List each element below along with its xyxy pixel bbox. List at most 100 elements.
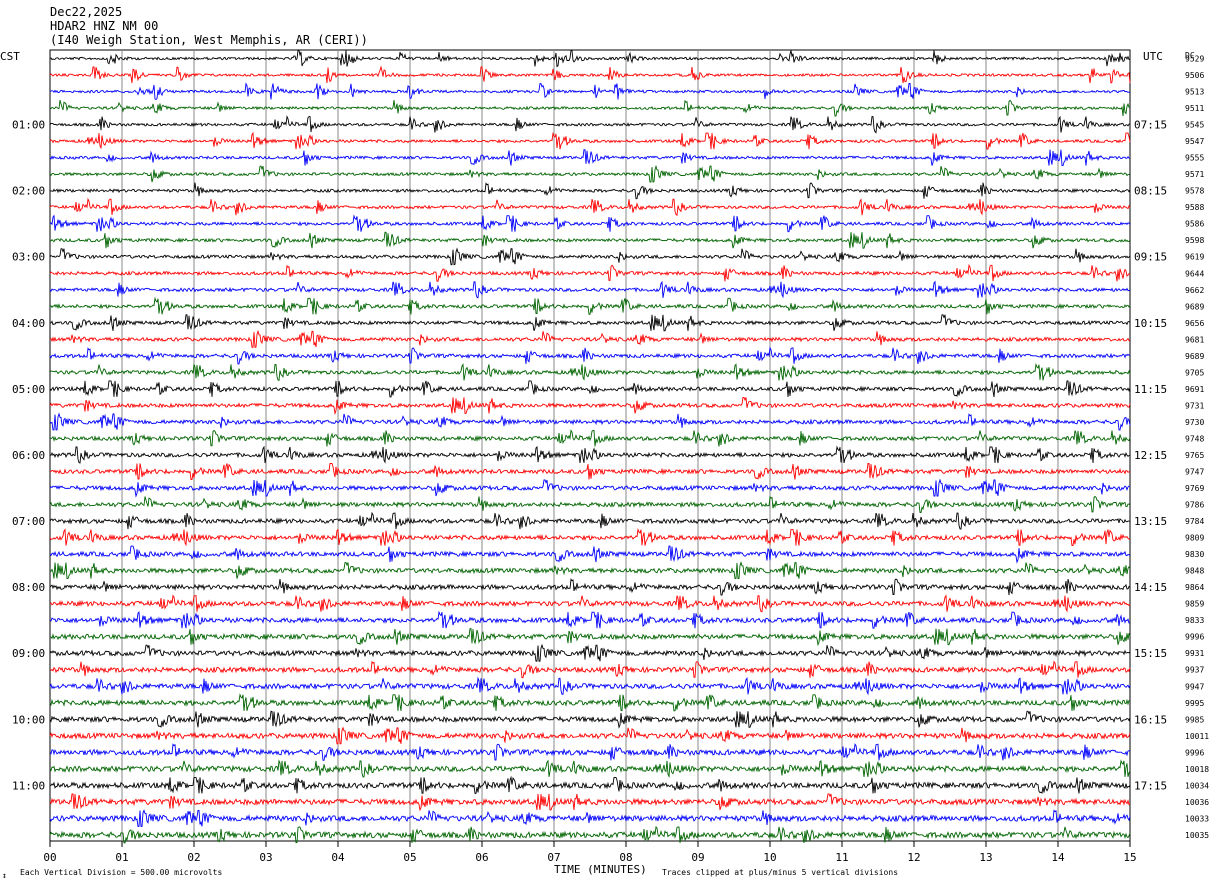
trace-44 bbox=[49, 759, 1131, 779]
traces-group bbox=[49, 50, 1131, 844]
x-tick-label: 02 bbox=[187, 851, 200, 864]
cst-hour-label: 05:00 bbox=[12, 383, 45, 396]
dc-offset-label: 9705 bbox=[1185, 368, 1204, 377]
plot-date: Dec22,2025 bbox=[50, 5, 123, 19]
cst-hour-label: 04:00 bbox=[12, 317, 45, 330]
station-location: (I40 Weigh Station, West Memphis, AR (CE… bbox=[50, 33, 368, 47]
x-tick-label: 12 bbox=[907, 851, 920, 864]
x-tick-label: 10 bbox=[763, 851, 776, 864]
trace-29 bbox=[49, 511, 1131, 530]
dc-offset-label: 10018 bbox=[1185, 765, 1209, 774]
x-tick-label: 01 bbox=[115, 851, 128, 864]
dc-offset-label: 9859 bbox=[1185, 600, 1204, 609]
dc-offset-label: 9656 bbox=[1185, 319, 1204, 328]
trace-20 bbox=[49, 362, 1131, 382]
trace-31 bbox=[49, 545, 1131, 564]
vertical-division-note: Each Vertical Division = 500.00 microvol… bbox=[20, 868, 222, 877]
dc-column-label: DC bbox=[1185, 51, 1195, 60]
cst-hour-label: 01:00 bbox=[12, 119, 45, 132]
dc-offset-label: 9985 bbox=[1185, 715, 1204, 724]
trace-36 bbox=[49, 628, 1131, 647]
dc-offset-label: 10011 bbox=[1185, 732, 1209, 741]
utc-hour-label: 15:15 bbox=[1134, 647, 1167, 660]
trace-17 bbox=[49, 314, 1131, 332]
dc-offset-label: 9578 bbox=[1185, 187, 1204, 196]
utc-hour-label: 08:15 bbox=[1134, 185, 1167, 198]
dc-offset-label: 9996 bbox=[1185, 633, 1204, 642]
utc-hour-label: 13:15 bbox=[1134, 515, 1167, 528]
trace-12 bbox=[49, 231, 1131, 249]
dc-offset-label: 9748 bbox=[1185, 434, 1204, 443]
dc-offset-label: 9833 bbox=[1185, 616, 1204, 625]
dc-offset-label: 9619 bbox=[1185, 253, 1204, 262]
dc-offset-label: 9545 bbox=[1185, 121, 1204, 130]
dc-offset-label: 10033 bbox=[1185, 814, 1209, 823]
dc-offset-label: 10034 bbox=[1185, 781, 1209, 790]
trace-30 bbox=[49, 527, 1131, 547]
dc-offset-label: 9571 bbox=[1185, 170, 1204, 179]
trace-27 bbox=[49, 478, 1131, 498]
trace-32 bbox=[49, 561, 1131, 580]
utc-hour-label: 10:15 bbox=[1134, 317, 1167, 330]
x-tick-label: 09 bbox=[691, 851, 704, 864]
cst-hour-label: 09:00 bbox=[12, 647, 45, 660]
x-tick-label: 07 bbox=[547, 851, 560, 864]
x-tick-label: 14 bbox=[1051, 851, 1065, 864]
dc-offset-label: 9513 bbox=[1185, 88, 1204, 97]
dc-offset-label: 9547 bbox=[1185, 137, 1204, 146]
trace-38 bbox=[49, 660, 1131, 679]
labels-group: CST UTC DC TIME (MINUTES) Each Vertical … bbox=[0, 50, 1209, 880]
utc-hour-label: 12:15 bbox=[1134, 449, 1167, 462]
dc-offset-label: 10035 bbox=[1185, 831, 1209, 840]
utc-hour-label: 17:15 bbox=[1134, 779, 1167, 792]
trace-9 bbox=[49, 182, 1131, 200]
dc-offset-label: 9786 bbox=[1185, 501, 1204, 510]
dc-offset-label: 9529 bbox=[1185, 55, 1204, 64]
dc-offset-label: 9555 bbox=[1185, 154, 1204, 163]
utc-hour-label: 09:15 bbox=[1134, 251, 1167, 264]
trace-46 bbox=[49, 793, 1131, 812]
trace-19 bbox=[49, 346, 1131, 365]
trace-8 bbox=[49, 164, 1131, 183]
trace-23 bbox=[49, 412, 1131, 431]
trace-26 bbox=[49, 463, 1131, 480]
scale-arrow-icon: ↕ bbox=[2, 871, 7, 880]
trace-35 bbox=[49, 610, 1131, 629]
trace-6 bbox=[49, 131, 1131, 150]
clipping-note: Traces clipped at plus/minus 5 vertical … bbox=[662, 868, 898, 877]
dc-offset-label: 9947 bbox=[1185, 682, 1204, 691]
utc-hour-label: 11:15 bbox=[1134, 383, 1167, 396]
trace-24 bbox=[49, 429, 1131, 447]
dc-offset-label: 9769 bbox=[1185, 484, 1204, 493]
trace-41 bbox=[49, 710, 1131, 729]
minute-gridlines bbox=[49, 50, 1131, 847]
trace-40 bbox=[49, 693, 1131, 712]
x-tick-label: 06 bbox=[475, 851, 488, 864]
x-tick-label: 11 bbox=[835, 851, 848, 864]
trace-1 bbox=[49, 50, 1131, 68]
trace-3 bbox=[49, 82, 1131, 101]
dc-offset-label: 9830 bbox=[1185, 550, 1204, 559]
dc-offset-label: 9996 bbox=[1185, 748, 1204, 757]
trace-45 bbox=[50, 775, 1131, 794]
dc-offset-label: 9598 bbox=[1185, 236, 1204, 245]
trace-2 bbox=[49, 65, 1131, 84]
cst-axis-label: CST bbox=[0, 50, 20, 63]
trace-7 bbox=[49, 149, 1131, 167]
dc-offset-label: 9644 bbox=[1185, 269, 1204, 278]
trace-25 bbox=[49, 445, 1131, 464]
trace-5 bbox=[49, 114, 1131, 134]
x-tick-label: 05 bbox=[403, 851, 416, 864]
dc-offset-label: 9511 bbox=[1185, 104, 1204, 113]
dc-offset-label: 9809 bbox=[1185, 534, 1204, 543]
dc-offset-label: 9731 bbox=[1185, 401, 1204, 410]
trace-16 bbox=[49, 296, 1131, 315]
dc-offset-label: 9931 bbox=[1185, 649, 1204, 658]
station-code: HDAR2 HNZ NM 00 bbox=[50, 19, 159, 33]
dc-offset-label: 9765 bbox=[1185, 451, 1204, 460]
dc-offset-label: 9662 bbox=[1185, 286, 1204, 295]
trace-37 bbox=[49, 643, 1131, 662]
dc-offset-label: 9691 bbox=[1185, 385, 1204, 394]
trace-47 bbox=[49, 809, 1131, 827]
x-tick-label: 15 bbox=[1123, 851, 1136, 864]
